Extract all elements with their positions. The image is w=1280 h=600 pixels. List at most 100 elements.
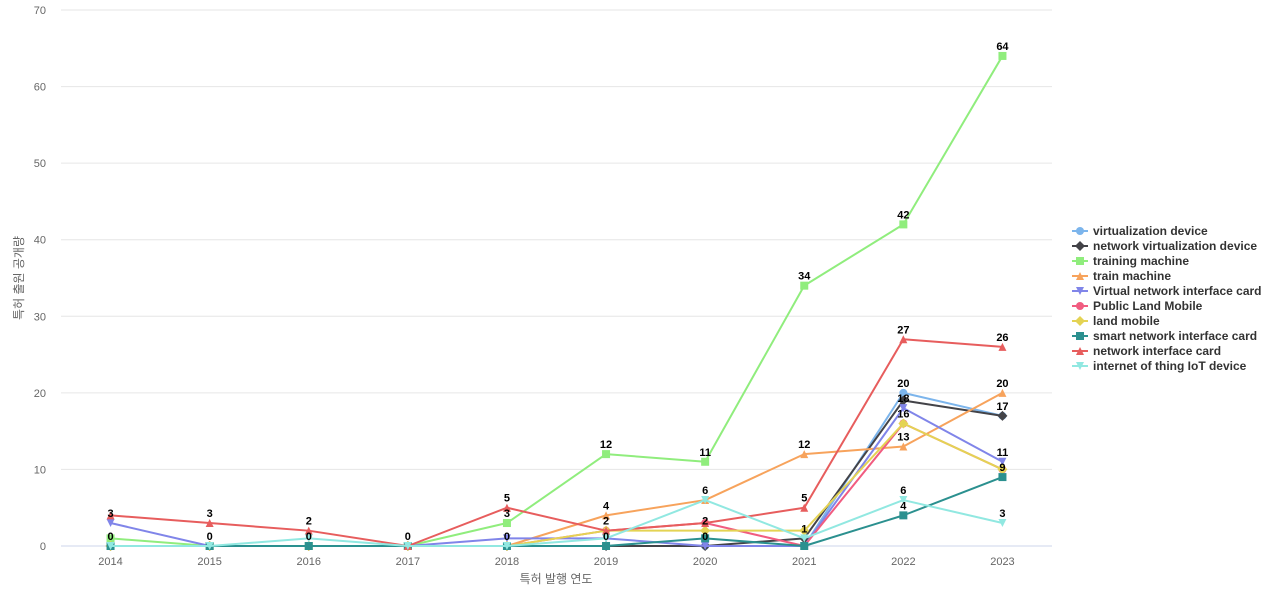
data-point <box>1076 302 1084 310</box>
data-point <box>998 519 1007 528</box>
y-axis-title: 특허 출원 공개량 <box>12 236 26 320</box>
data-label: 3 <box>107 508 113 520</box>
data-point <box>1076 362 1084 370</box>
x-tick-label: 2016 <box>297 556 321 568</box>
data-point <box>1076 257 1084 265</box>
legend-item[interactable]: Public Land Mobile <box>1072 299 1203 313</box>
x-tick-label: 2020 <box>693 556 717 568</box>
y-axis-tick-labels: 0 10 20 30 40 50 60 70 <box>34 5 46 553</box>
data-point <box>602 450 611 459</box>
data-label: 11 <box>699 447 711 459</box>
data-label: 3 <box>504 508 510 520</box>
data-point <box>700 525 711 536</box>
series <box>106 51 1007 550</box>
data-point <box>898 395 909 406</box>
x-tick-label: 2023 <box>990 556 1014 568</box>
legend-label: virtualization device <box>1093 224 1208 238</box>
data-point <box>899 388 908 397</box>
series <box>106 496 1007 550</box>
data-label: 0 <box>504 531 510 543</box>
legend-label: training machine <box>1093 254 1189 268</box>
data-point <box>106 511 115 520</box>
data-point <box>304 526 313 535</box>
data-point <box>701 534 710 543</box>
data-point <box>1076 332 1084 340</box>
data-point <box>701 542 710 550</box>
data-label: 0 <box>603 531 609 543</box>
data-label: 6 <box>900 485 906 497</box>
data-point <box>602 526 611 535</box>
data-label: 0 <box>207 531 213 543</box>
series <box>105 395 1008 551</box>
data-label: 11 <box>997 447 1009 459</box>
data-label: 4 <box>603 500 610 512</box>
data-point <box>997 464 1008 475</box>
series-line <box>109 338 1004 547</box>
data-label: 2 <box>603 516 609 528</box>
data-point <box>998 457 1007 466</box>
legend-item[interactable]: Virtual network interface card <box>1072 284 1262 298</box>
data-label: 20 <box>996 378 1008 390</box>
series <box>106 404 1007 550</box>
data-point <box>701 457 710 466</box>
legend-label: Public Land Mobile <box>1093 299 1203 313</box>
data-label: 4 <box>900 500 907 512</box>
legend-item[interactable]: virtualization device <box>1072 224 1208 238</box>
legend-item[interactable]: smart network interface card <box>1072 329 1257 343</box>
legend-item[interactable]: network virtualization device <box>1072 239 1257 253</box>
data-point <box>998 342 1007 351</box>
y-tick-label: 40 <box>34 235 46 247</box>
legend-item[interactable]: train machine <box>1072 269 1171 283</box>
data-label: 27 <box>897 324 909 336</box>
data-label: 17 <box>996 401 1008 413</box>
legend-label: network virtualization device <box>1093 239 1257 253</box>
legend-label: internet of thing IoT device <box>1093 359 1247 373</box>
legend-item[interactable]: land mobile <box>1072 314 1160 328</box>
series-line <box>109 476 1004 547</box>
data-point <box>602 534 611 543</box>
x-tick-label: 2018 <box>495 556 519 568</box>
legend-item[interactable]: training machine <box>1072 254 1189 268</box>
data-point <box>899 496 908 505</box>
data-point <box>800 450 809 459</box>
data-point <box>205 519 214 528</box>
series-lines <box>105 51 1008 551</box>
data-point <box>502 503 511 512</box>
data-point <box>899 511 908 520</box>
gridlines <box>61 9 1052 547</box>
x-tick-label: 2014 <box>98 556 122 568</box>
legend-label: network interface card <box>1093 344 1221 358</box>
data-label: 0 <box>107 531 113 543</box>
legend-label: land mobile <box>1093 314 1160 328</box>
data-label: 16 <box>897 408 909 420</box>
data-point <box>899 220 908 229</box>
data-label: 13 <box>897 431 909 443</box>
data-label: 12 <box>798 439 810 451</box>
data-point <box>106 534 115 543</box>
y-tick-label: 50 <box>34 158 46 170</box>
data-label: 0 <box>306 531 312 543</box>
data-label: 64 <box>996 41 1009 53</box>
data-point <box>502 542 511 550</box>
series-line <box>109 399 1004 547</box>
data-point <box>899 442 908 451</box>
data-point <box>998 473 1007 482</box>
data-point <box>998 51 1007 60</box>
data-label: 0 <box>405 531 411 543</box>
legend-label: smart network interface card <box>1093 329 1257 343</box>
data-point <box>1076 287 1084 295</box>
data-label: 18 <box>897 393 909 405</box>
series-line <box>109 499 1004 547</box>
data-point <box>304 534 313 543</box>
data-point <box>1075 241 1085 251</box>
data-point <box>800 542 809 550</box>
data-label: 20 <box>897 378 909 390</box>
legend-item[interactable]: network interface card <box>1072 344 1221 358</box>
data-point <box>701 519 710 528</box>
legend-item[interactable]: internet of thing IoT device <box>1072 359 1247 373</box>
x-axis-title: 특허 발행 연도 <box>520 571 593 586</box>
data-point <box>502 534 511 543</box>
y-tick-label: 20 <box>34 388 46 400</box>
